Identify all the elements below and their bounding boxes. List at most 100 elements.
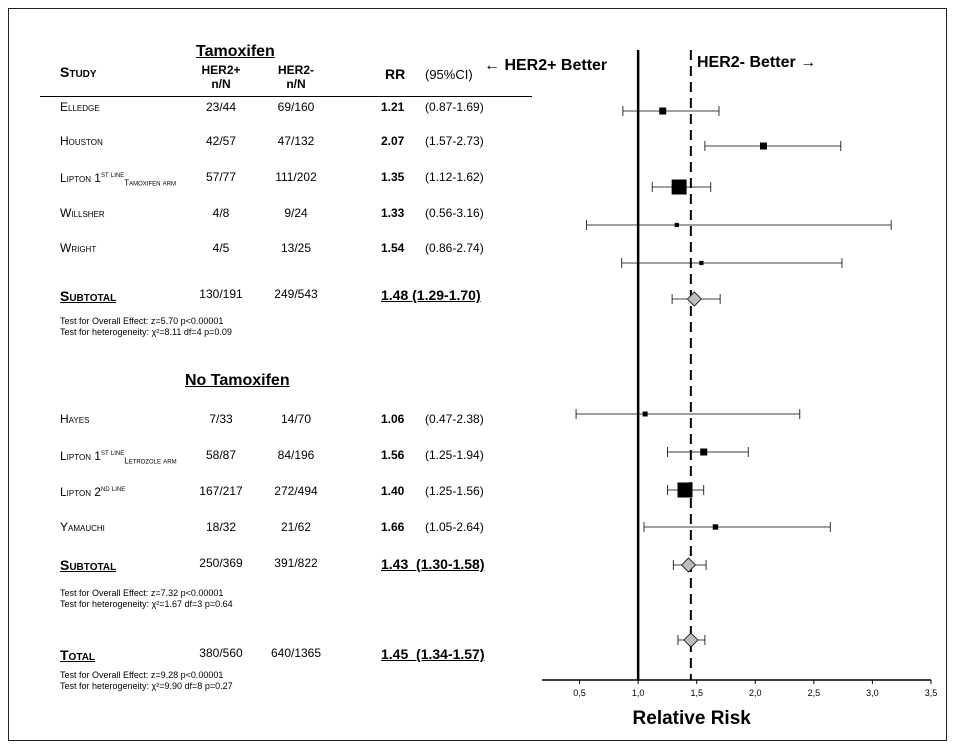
tam-test-overall: Test for Overall Effect: z=5.70 p<0.0000…: [60, 316, 224, 326]
her2pos-value: 7/33: [209, 412, 233, 426]
ci-value: (1.05-2.64): [425, 520, 484, 534]
point-estimate-square: [671, 179, 687, 195]
study-name-text: Yamauchi: [60, 520, 105, 534]
ci-value: (0.86-2.74): [425, 241, 484, 255]
her2neg-value: 21/62: [280, 520, 312, 534]
x-tick-label: 2,5: [808, 688, 821, 698]
study-name: Willsher: [60, 206, 105, 220]
ci-value: (1.12-1.62): [425, 170, 484, 184]
total-test-heterogeneity: Test for heterogeneity: χ²=9.90 df=8 p=0…: [60, 681, 233, 691]
her2neg-nN: n/N: [286, 77, 306, 91]
point-estimate-square: [674, 222, 679, 228]
total-label: Total: [60, 647, 96, 663]
rr-value: 1.54: [381, 241, 405, 255]
her2pos-better-label: ← HER2+ Better: [484, 57, 608, 74]
x-tick-label: 3,5: [925, 688, 938, 698]
ci-value: (0.56-3.16): [425, 206, 484, 220]
tam-subtotal-neg: 249/543: [274, 287, 318, 301]
group-tamoxifen-title: Tamoxifen: [196, 43, 275, 60]
rr-header: RR: [385, 66, 406, 82]
her2neg-header: HER2-: [277, 63, 314, 77]
her2pos-value: 57/77: [205, 170, 237, 184]
point-estimate-square: [677, 482, 693, 498]
study-name-text: Hayes: [60, 412, 90, 426]
ci-value: (0.47-2.38): [425, 412, 484, 426]
her2pos-header: HER2+: [201, 63, 241, 77]
her2neg-value: 47/132: [277, 134, 315, 148]
her2pos-value: 23/44: [205, 100, 237, 114]
point-estimate-square: [659, 107, 667, 115]
x-tick-label: 1,5: [690, 688, 703, 698]
study-name: Lipton 1st lineTamoxifen arm: [60, 170, 176, 187]
rr-value: 1.21: [381, 100, 405, 114]
pooled-diamond: [680, 557, 697, 573]
study-name: Wright: [60, 241, 96, 255]
study-header: Study: [60, 64, 97, 80]
rr-value: 1.35: [381, 170, 405, 184]
study-name-sup: nd line: [100, 484, 126, 493]
study-name: Lipton 2nd line: [60, 484, 125, 499]
tam-subtotal-pos: 130/191: [199, 287, 243, 301]
her2neg-value: 13/25: [280, 241, 312, 255]
her2pos-value: 4/5: [212, 241, 230, 255]
her2neg-value: 84/196: [277, 448, 315, 462]
study-name-text: Wright: [60, 241, 97, 255]
study-name: Hayes: [60, 412, 89, 426]
ci-value: (0.87-1.69): [425, 100, 484, 114]
her2neg-value: 69/160: [277, 100, 315, 114]
study-name: Elledge: [60, 100, 100, 114]
ci-value: (1.25-1.94): [425, 448, 484, 462]
notam-subtotal-label: Subtotal: [60, 557, 117, 573]
pooled-diamond: [683, 632, 699, 648]
total-rrci: 1.45 (1.34-1.57): [381, 646, 485, 662]
tam-subtotal-rrci: 1.48 (1.29-1.70): [381, 287, 481, 303]
study-name-sub: Letrozole arm: [124, 456, 177, 466]
study-name-sub: Tamoxifen arm: [124, 178, 176, 188]
total-test-overall: Test for Overall Effect: z=9.28 p<0.0000…: [60, 670, 224, 680]
study-name-text: Lipton 2: [60, 485, 101, 499]
study-name-sup: st line: [100, 448, 125, 457]
study-name-text: Willsher: [60, 206, 105, 220]
study-name: Yamauchi: [60, 520, 105, 534]
her2pos-value: 42/57: [205, 134, 237, 148]
rr-value: 1.06: [381, 412, 405, 426]
tam-test-heterogeneity: Test for heterogeneity: χ²=8.11 df=4 p=0…: [60, 327, 232, 337]
study-name: Houston: [60, 134, 103, 148]
study-name-sup: st line: [100, 170, 125, 179]
total-neg: 640/1365: [270, 646, 322, 660]
x-tick-label: 2,0: [749, 688, 762, 698]
x-axis-title: Relative Risk: [633, 708, 752, 729]
figure-frame: [8, 8, 947, 741]
point-estimate-square: [642, 411, 648, 417]
study-name: Lipton 1st lineLetrozole arm: [60, 448, 177, 465]
header-rule: [40, 96, 532, 97]
her2pos-value: 4/8: [212, 206, 230, 220]
point-estimate-square: [700, 448, 708, 456]
pooled-diamond: [686, 291, 702, 307]
point-estimate-square: [759, 142, 767, 150]
point-estimate-square: [699, 260, 704, 266]
total-pos: 380/560: [199, 646, 243, 660]
study-name-text: Lipton 1: [60, 449, 101, 463]
her2neg-better-label: HER2- Better →: [697, 54, 817, 71]
tam-subtotal-label: Subtotal: [60, 288, 117, 304]
her2pos-value: 167/217: [199, 484, 243, 498]
rr-value: 1.33: [381, 206, 405, 220]
notam-test-heterogeneity: Test for heterogeneity: χ²=1.67 df=3 p=0…: [60, 599, 233, 609]
her2neg-value: 9/24: [284, 206, 308, 220]
point-estimate-square: [712, 524, 719, 530]
her2neg-value: 272/494: [274, 484, 318, 498]
rr-value: 1.40: [381, 484, 405, 498]
notam-test-overall: Test for Overall Effect: z=7.32 p<0.0000…: [60, 588, 224, 598]
group-notam-title: No Tamoxifen: [185, 372, 290, 389]
notam-subtotal-pos: 250/369: [199, 556, 243, 570]
study-name-text: Houston: [60, 134, 103, 148]
rr-value: 2.07: [381, 134, 405, 148]
study-name-text: Elledge: [60, 100, 100, 114]
notam-subtotal-neg: 391/822: [274, 556, 318, 570]
her2neg-value: 111/202: [275, 170, 317, 184]
x-tick-label: 1,0: [632, 688, 645, 698]
her2pos-value: 18/32: [205, 520, 237, 534]
her2neg-value: 14/70: [280, 412, 312, 426]
